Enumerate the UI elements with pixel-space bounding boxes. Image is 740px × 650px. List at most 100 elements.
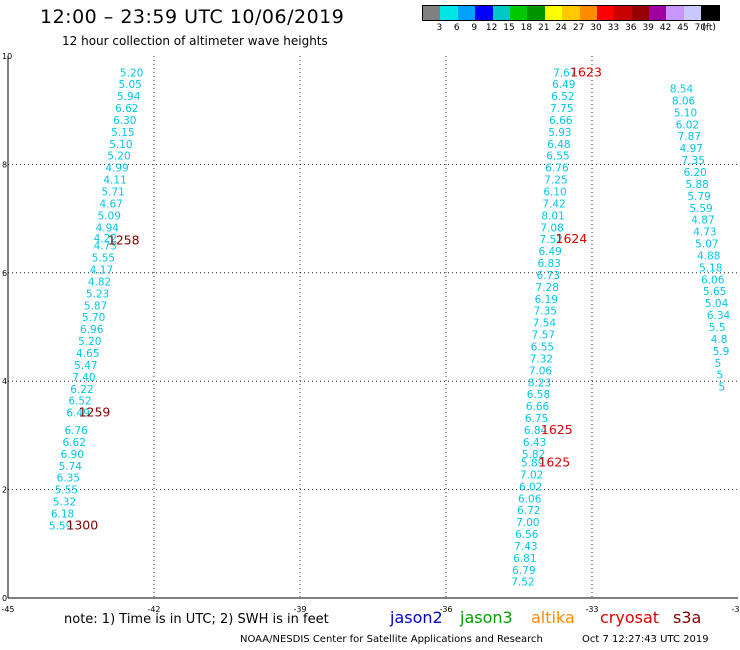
color-scale-label: 6 bbox=[453, 23, 460, 33]
wave-height-value: 7.75 bbox=[550, 103, 573, 115]
color-scale-cell bbox=[475, 6, 493, 20]
chart-title: 12:00 – 23:59 UTC 10/06/2019 bbox=[40, 6, 345, 28]
color-scale-cell bbox=[666, 6, 684, 20]
wave-height-value: 8.23 bbox=[528, 377, 551, 389]
wave-height-value: 6.49 bbox=[552, 79, 575, 91]
time-label: 1624 bbox=[556, 231, 588, 246]
wave-height-value: 5.20 bbox=[78, 336, 101, 348]
wave-height-value: 5.93 bbox=[548, 127, 571, 139]
wave-height-value: 6.75 bbox=[525, 413, 548, 425]
wave-height-value: 6.10 bbox=[543, 187, 566, 199]
wave-height-value: 5.10 bbox=[109, 139, 132, 151]
wave-height-value: 4.22 bbox=[94, 233, 117, 245]
wave-height-value: 5.04 bbox=[705, 298, 729, 310]
wave-height-value: 5.20 bbox=[120, 67, 143, 79]
color-scale-cell bbox=[423, 6, 441, 20]
wave-height-value: 7.52 bbox=[511, 577, 534, 589]
wave-height-value: 7.54 bbox=[533, 318, 557, 330]
color-scale-label: 42 bbox=[659, 23, 672, 33]
wave-height-value: 6.84 bbox=[524, 425, 548, 437]
wave-height-value: 7.25 bbox=[544, 175, 567, 187]
wave-height-value: 5.32 bbox=[53, 497, 76, 509]
wave-height-value: 4.73 bbox=[693, 227, 716, 239]
wave-height-value: 4.17 bbox=[90, 265, 113, 277]
wave-height-value: 7.52 bbox=[539, 234, 562, 246]
color-scale-label: (ft) bbox=[702, 23, 716, 33]
wave-height-value: 6.02 bbox=[676, 119, 699, 131]
wave-height-value: 6.19 bbox=[535, 294, 558, 306]
wave-height-value: 6.52 bbox=[551, 91, 574, 103]
wave-height-value: 7.43 bbox=[514, 541, 537, 553]
wave-height-value: 5 bbox=[717, 370, 724, 382]
wave-height-value: 5.20 bbox=[107, 151, 130, 163]
color-scale-cell bbox=[596, 6, 615, 20]
wave-height-value: 6.48 bbox=[547, 139, 570, 151]
wave-height-value: 7.32 bbox=[530, 353, 553, 365]
wave-height-value: 8.06 bbox=[672, 95, 696, 107]
wave-height-value: 6.62 bbox=[115, 103, 138, 115]
wave-height-value: 6.56 bbox=[515, 529, 539, 541]
wave-height-value: 5.74 bbox=[59, 461, 83, 473]
color-scale-label: 45 bbox=[677, 23, 689, 33]
legend-item: s3a bbox=[673, 608, 702, 627]
y-tick-label: 2 bbox=[2, 486, 7, 495]
wave-height-value: 7.67 bbox=[553, 67, 576, 79]
legend-item: jason2 bbox=[390, 608, 443, 627]
wave-height-value: 5.87 bbox=[84, 300, 107, 312]
color-scale-labels: 3 6 9 12 15 18 21 24 27 30 33 36 39 42 45 70 (ft) bbox=[422, 21, 720, 33]
wave-height-value: 5.59 bbox=[49, 520, 72, 532]
wave-height-value: 6.55 bbox=[546, 151, 569, 163]
wave-height-value: 5.65 bbox=[703, 286, 726, 298]
wave-height-value: 6.62 bbox=[63, 437, 86, 449]
wave-height-value: 5.88 bbox=[685, 179, 708, 191]
wave-height-value: 6.52 bbox=[68, 396, 91, 408]
wave-height-value: 5.55 bbox=[55, 485, 78, 497]
wave-height-value: 4.82 bbox=[88, 276, 111, 288]
wave-height-value: 4.67 bbox=[99, 198, 122, 210]
wave-height-value: 5.9 bbox=[713, 346, 730, 358]
wave-height-value: 5.5 bbox=[709, 322, 726, 334]
time-label: 1623 bbox=[570, 64, 602, 79]
wave-height-value: 7.28 bbox=[536, 282, 559, 294]
color-scale-label: 3 bbox=[436, 23, 443, 33]
x-tick-label: -36 bbox=[439, 605, 452, 614]
wave-height-value: 4.99 bbox=[105, 163, 128, 175]
color-scale-label: 12 bbox=[485, 23, 498, 33]
wave-height-value: 4.65 bbox=[76, 348, 99, 360]
wave-height-value: 6.06 bbox=[701, 274, 725, 286]
wave-height-value: 5.59 bbox=[689, 203, 712, 215]
wave-height-value: 6.22 bbox=[70, 384, 93, 396]
wave-height-value: 4.11 bbox=[103, 175, 126, 187]
wave-height-value: 5.55 bbox=[92, 253, 115, 265]
color-scale-cell bbox=[544, 6, 563, 20]
wave-height-value: 6.35 bbox=[57, 473, 80, 485]
chart-subtitle: 12 hour collection of altimeter wave hei… bbox=[62, 34, 328, 48]
legend-item: altika bbox=[531, 608, 575, 627]
wave-height-value: 6.73 bbox=[537, 270, 560, 282]
color-scale-label: 33 bbox=[607, 23, 620, 33]
wave-height-value: 5 bbox=[719, 382, 726, 394]
wave-height-value: 5.94 bbox=[117, 91, 141, 103]
time-label: 1258 bbox=[108, 232, 140, 247]
color-scale-label: 70 bbox=[694, 23, 707, 33]
wave-height-value: 6.20 bbox=[683, 167, 706, 179]
y-tick-label: 6 bbox=[2, 269, 7, 278]
color-scale-cell bbox=[562, 6, 580, 20]
color-scale-cell bbox=[440, 6, 458, 20]
color-scale-label: 27 bbox=[572, 23, 585, 33]
color-scale-cell bbox=[509, 6, 528, 20]
wave-height-value: 7.06 bbox=[529, 365, 553, 377]
y-tick-label: 4 bbox=[2, 377, 7, 386]
credit-line: NOAA/NESDIS Center for Satellite Applica… bbox=[240, 634, 543, 645]
wave-height-value: 4.73 bbox=[94, 241, 117, 253]
wave-height-value: 6.58 bbox=[527, 389, 550, 401]
wave-height-value: 6.66 bbox=[549, 115, 573, 127]
wave-height-value: 6.06 bbox=[518, 493, 542, 505]
generated-timestamp: Oct 7 12:27:43 UTC 2019 bbox=[582, 634, 709, 645]
color-scale-cell bbox=[701, 6, 719, 20]
wave-height-value: 8.54 bbox=[670, 84, 694, 96]
x-tick-label: -33 bbox=[585, 605, 598, 614]
wave-height-value: 7.02 bbox=[520, 469, 543, 481]
wave-height-value: 5.10 bbox=[674, 107, 697, 119]
